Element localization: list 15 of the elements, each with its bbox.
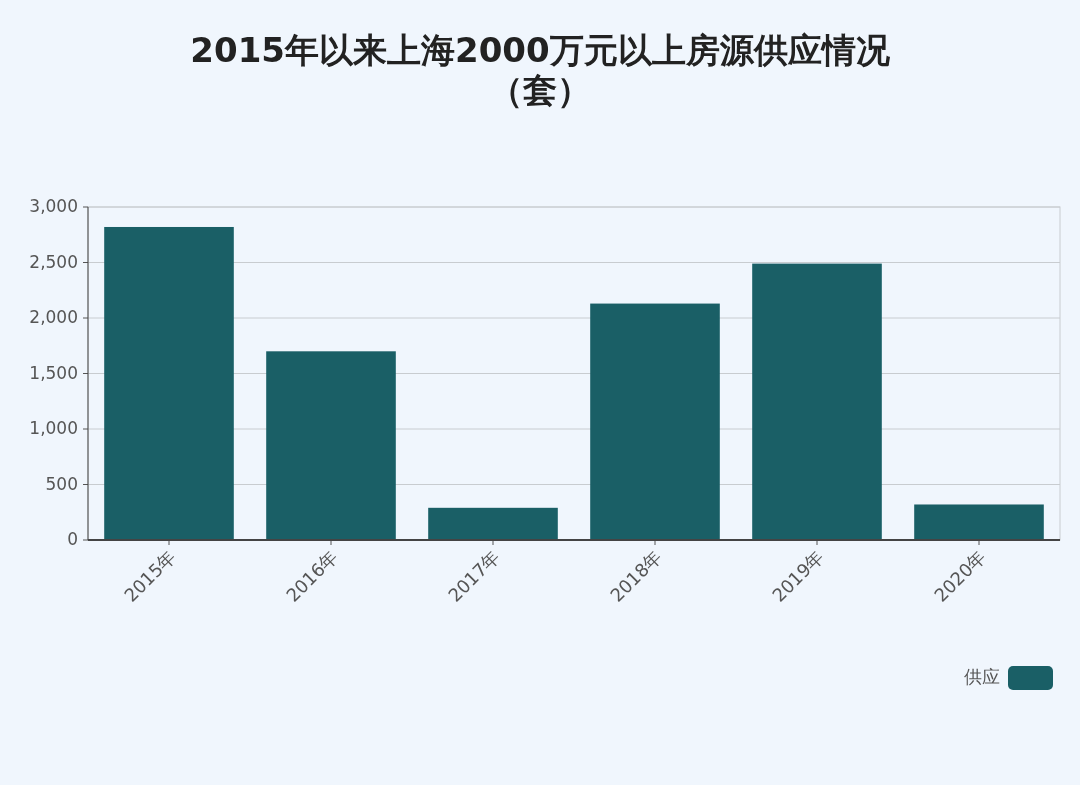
bar <box>104 226 234 540</box>
y-tick-label: 0 <box>67 529 78 549</box>
y-tick-label: 1,500 <box>29 362 78 383</box>
bar <box>914 504 1044 540</box>
y-tick-label: 2,500 <box>29 251 78 272</box>
bar <box>266 351 396 540</box>
y-tick-label: 500 <box>45 473 78 494</box>
bar <box>428 507 558 540</box>
chart-title: 2015年以来上海2000万元以上房源供应情况（套） <box>189 30 891 110</box>
bar <box>752 263 882 540</box>
y-tick-label: 3,000 <box>29 196 78 216</box>
legend-label: 供应 <box>964 666 1000 687</box>
y-tick-label: 2,000 <box>29 307 78 327</box>
y-tick-label: 1,000 <box>29 418 78 438</box>
bar <box>590 303 720 540</box>
